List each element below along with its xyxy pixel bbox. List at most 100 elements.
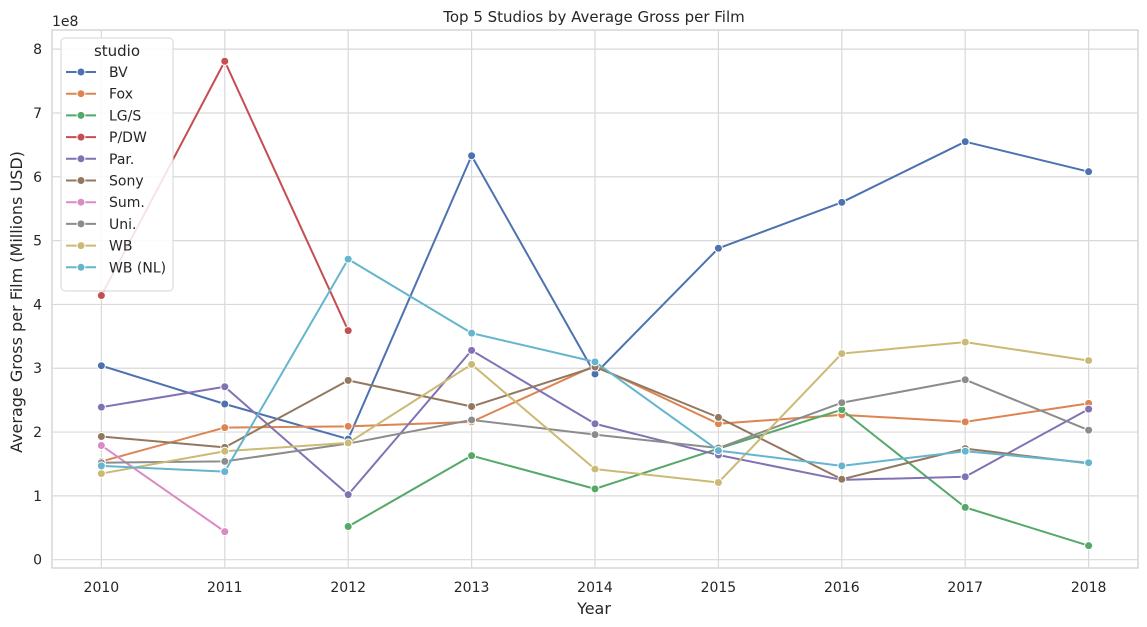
x-tick-label: 2013 [454, 580, 490, 596]
data-point [343, 438, 353, 448]
x-tick-label: 2014 [577, 580, 613, 596]
data-point [960, 337, 970, 347]
legend-label: Sony [109, 174, 144, 190]
legend-item: WB [66, 239, 132, 255]
series-group [96, 440, 230, 537]
data-point [837, 349, 847, 359]
data-point [343, 490, 353, 500]
data-point [590, 419, 600, 429]
data-point [96, 461, 106, 471]
data-point [220, 382, 230, 392]
legend-item: Fox [66, 87, 133, 103]
legend-marker [76, 110, 86, 120]
data-point [467, 328, 477, 338]
legend-label: BV [109, 65, 128, 81]
legend-marker [76, 89, 86, 99]
data-point [467, 345, 477, 355]
y-tick-label: 4 [33, 297, 42, 313]
legend-label: Uni. [109, 217, 136, 233]
data-point [96, 290, 106, 300]
data-point [713, 412, 723, 422]
data-point [220, 56, 230, 66]
data-point [96, 402, 106, 412]
y-tick-label: 8 [33, 42, 42, 58]
data-point [1084, 404, 1094, 414]
data-point [1084, 356, 1094, 366]
legend-item: WB (NL) [66, 260, 166, 276]
data-point [960, 417, 970, 427]
x-tick-label: 2010 [84, 580, 120, 596]
data-point [220, 456, 230, 466]
data-point [467, 151, 477, 161]
x-tick-label: 2018 [1071, 580, 1107, 596]
data-point [1084, 167, 1094, 177]
legend-marker [76, 176, 86, 185]
data-point [713, 477, 723, 487]
data-point [96, 440, 106, 450]
legend-title: studio [94, 42, 140, 60]
data-point [960, 502, 970, 512]
legend-item: LG/S [66, 108, 141, 124]
legend-item: Sum. [66, 195, 145, 211]
data-point [960, 375, 970, 385]
x-tick-label: 2012 [330, 580, 366, 596]
data-point [220, 446, 230, 456]
legend-label: Sum. [109, 195, 145, 211]
legend-marker [76, 67, 86, 77]
y-tick-label: 3 [33, 361, 42, 377]
legend-item: P/DW [66, 130, 147, 146]
legend-marker [76, 262, 86, 272]
data-point [960, 472, 970, 482]
data-point [590, 430, 600, 440]
x-tick-label: 2017 [947, 580, 983, 596]
series-lines [96, 56, 1094, 551]
data-point [590, 464, 600, 474]
y-tick-label: 7 [33, 106, 42, 122]
legend-label: Fox [109, 87, 133, 103]
x-tick-labels: 2010 2011 2012 2013 2014 2015 2016 2017 2018 [84, 580, 1107, 596]
data-point [837, 197, 847, 207]
series-group [96, 254, 1094, 477]
data-point [96, 469, 106, 479]
data-point [713, 243, 723, 253]
x-tick-label: 2011 [207, 580, 243, 596]
legend-label: LG/S [109, 108, 141, 124]
data-point [1084, 425, 1094, 435]
data-point [1084, 458, 1094, 468]
data-point [343, 522, 353, 532]
data-point [467, 359, 477, 369]
data-point [96, 361, 106, 371]
data-point [343, 421, 353, 431]
data-point [220, 467, 230, 477]
data-point [220, 527, 230, 537]
legend-marker [76, 132, 86, 142]
data-point [590, 484, 600, 494]
data-point [467, 415, 477, 425]
data-point [467, 402, 477, 412]
x-axis-title: Year [576, 599, 611, 618]
data-point [343, 326, 353, 336]
data-point [220, 399, 230, 409]
data-point [467, 451, 477, 461]
legend-label: WB [109, 239, 132, 255]
x-tick-label: 2015 [701, 580, 737, 596]
data-point [713, 446, 723, 456]
legend-item: Par. [66, 152, 134, 168]
legend-marker [76, 154, 86, 164]
data-point [590, 357, 600, 367]
x-tick-label: 2016 [824, 580, 860, 596]
legend-box [60, 37, 174, 292]
data-point [343, 375, 353, 385]
y-tick-label: 5 [33, 234, 42, 250]
legend-label: WB (NL) [109, 260, 166, 276]
legend-marker [76, 241, 86, 251]
data-point [96, 432, 106, 442]
series-line [100, 444, 226, 533]
y-tick-label: 1 [33, 489, 42, 505]
y-tick-label: 6 [33, 170, 42, 186]
data-point [837, 398, 847, 408]
legend-item: BV [66, 65, 128, 81]
chart-title: Top 5 Studios by Average Gross per Film [442, 8, 745, 26]
data-point [960, 137, 970, 147]
